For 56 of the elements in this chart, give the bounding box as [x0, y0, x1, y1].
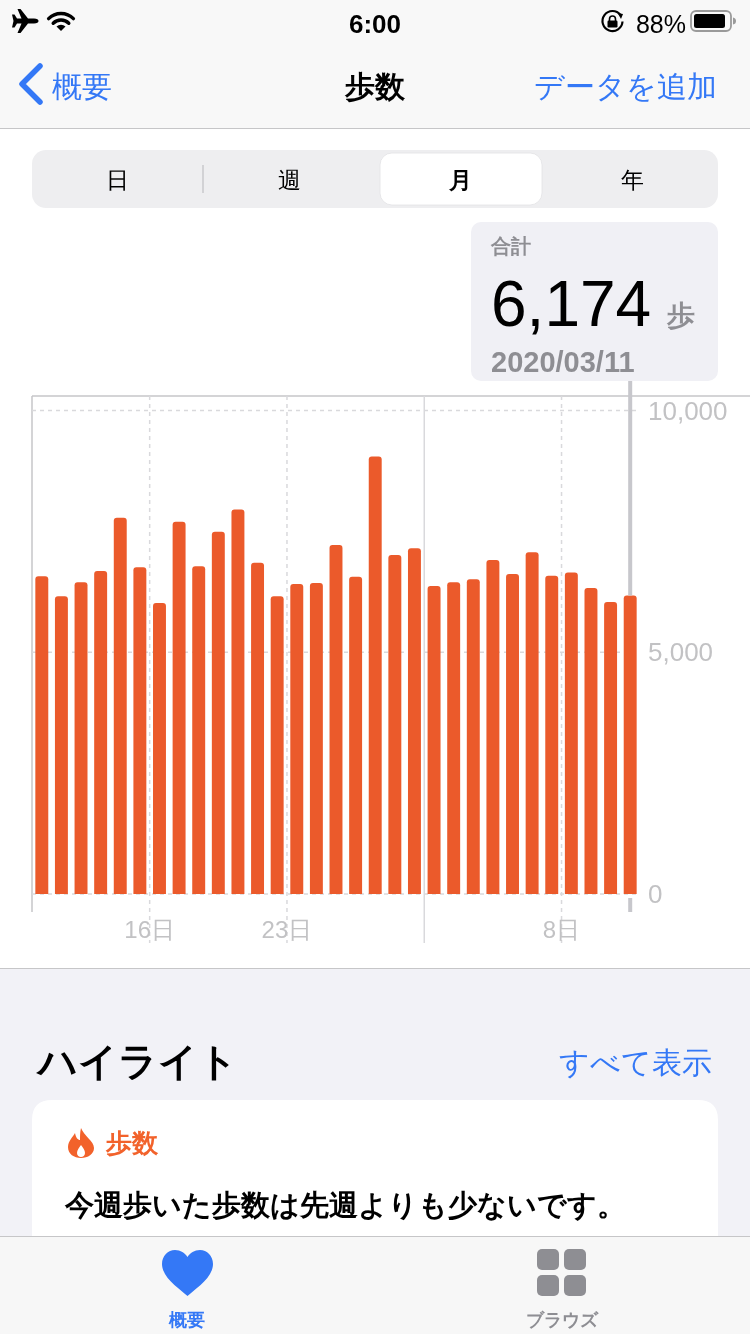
bar: [290, 584, 304, 894]
bar: [153, 602, 166, 894]
text: データを追加: [534, 70, 717, 103]
bar: [113, 517, 127, 894]
bar: [584, 587, 598, 894]
chart-title: 歩数: [344, 70, 406, 103]
bar: [466, 579, 480, 894]
annotation: 6,174: [491, 268, 652, 340]
bar: [94, 571, 108, 894]
text: 週: [277, 167, 301, 193]
bar: [388, 555, 402, 894]
bar: [506, 573, 519, 894]
bar: [270, 596, 284, 894]
x-tick-label: 23日: [261, 916, 313, 943]
text: 今週歩いた歩数は先週よりも少ないです。: [64, 1189, 626, 1221]
bar: [564, 572, 578, 894]
y-tick-label: 5,000: [648, 637, 714, 668]
bar: [309, 583, 323, 894]
bar: [349, 576, 363, 894]
bar: [192, 566, 206, 894]
bar: [447, 582, 461, 894]
bar: [251, 562, 265, 894]
x-tick-label: 16日: [124, 916, 176, 943]
text: ハイライト: [36, 1040, 238, 1083]
text: 歩数: [105, 1128, 159, 1158]
bar: [623, 595, 637, 894]
bar: [407, 548, 421, 894]
y-tick-label: 0: [648, 879, 663, 909]
bar: [604, 601, 618, 894]
bar: [368, 456, 382, 894]
bar: [172, 521, 186, 894]
text: 概要: [52, 70, 112, 103]
y-tick-label: 10,000: [648, 395, 728, 426]
text: 6:00: [348, 9, 402, 39]
text: 概要: [168, 1310, 205, 1330]
text: 年: [620, 167, 644, 193]
bar: [74, 582, 88, 894]
bar: [329, 544, 343, 894]
bar: [211, 531, 225, 894]
bar: [231, 509, 245, 894]
bar: [427, 586, 441, 894]
text: 月: [447, 167, 472, 193]
text: 2020/03/11: [491, 346, 635, 378]
text: 88%: [635, 10, 686, 38]
bar: [35, 576, 49, 894]
bar: [54, 596, 68, 894]
text: すべて表示: [559, 1046, 712, 1079]
bar: [525, 552, 539, 894]
x-tick-label: 8日: [542, 916, 581, 943]
text: 日: [105, 167, 129, 193]
bar: [545, 575, 559, 894]
bar: [486, 559, 500, 894]
bar: [133, 567, 147, 894]
text: 歩: [666, 300, 695, 331]
text: ブラウズ: [526, 1310, 599, 1330]
text: 合計: [490, 235, 531, 257]
